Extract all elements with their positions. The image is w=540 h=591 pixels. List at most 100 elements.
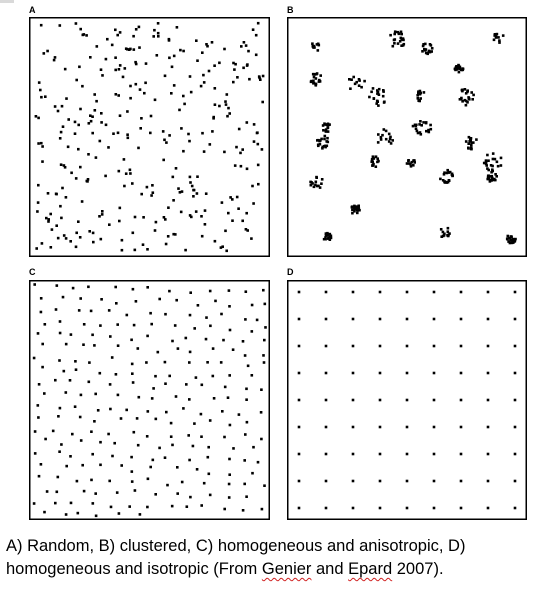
point — [321, 124, 325, 127]
point — [227, 106, 230, 110]
point — [418, 99, 421, 102]
point — [232, 447, 235, 450]
point — [432, 398, 436, 402]
point — [323, 137, 326, 141]
point — [37, 81, 41, 84]
point — [448, 232, 451, 235]
point — [119, 417, 123, 420]
point — [378, 344, 382, 348]
point — [297, 479, 301, 483]
point — [322, 129, 325, 132]
point — [424, 51, 428, 55]
point — [508, 241, 512, 245]
point — [459, 479, 463, 483]
point — [101, 210, 104, 213]
point — [64, 237, 68, 240]
point — [454, 68, 457, 72]
point — [297, 398, 301, 402]
point — [412, 164, 415, 167]
point — [64, 342, 68, 346]
point — [381, 94, 385, 98]
point — [223, 47, 226, 51]
point — [110, 43, 114, 47]
point — [348, 78, 351, 81]
point — [485, 164, 488, 167]
point — [496, 164, 500, 168]
point — [235, 145, 238, 149]
point — [244, 433, 247, 436]
point — [54, 378, 57, 382]
point — [493, 34, 496, 37]
point — [55, 284, 59, 287]
point — [430, 50, 433, 53]
point — [427, 128, 430, 132]
figure-caption: A) Random, B) clustered, C) homogeneous … — [6, 535, 534, 581]
point — [492, 38, 496, 42]
point — [154, 493, 157, 496]
point — [69, 455, 72, 458]
point — [432, 371, 436, 375]
point — [392, 38, 396, 42]
point — [199, 84, 203, 88]
point — [378, 290, 382, 294]
point — [459, 506, 463, 510]
point — [405, 506, 409, 510]
point — [260, 148, 264, 151]
point — [85, 34, 88, 37]
point — [327, 237, 330, 240]
point — [252, 445, 255, 449]
point — [309, 183, 313, 187]
point — [99, 324, 102, 327]
point — [231, 348, 235, 351]
point — [241, 219, 244, 223]
point — [414, 124, 417, 127]
point — [53, 105, 57, 108]
point — [99, 463, 102, 467]
point — [466, 90, 469, 94]
point — [210, 41, 214, 44]
point — [191, 444, 195, 448]
point — [328, 232, 332, 236]
point — [209, 324, 212, 328]
point — [459, 344, 463, 348]
point — [169, 421, 173, 425]
point — [131, 372, 134, 375]
point — [432, 452, 436, 456]
point — [190, 184, 194, 188]
point — [122, 158, 126, 161]
point — [58, 137, 62, 140]
point — [221, 245, 224, 248]
point — [248, 77, 251, 81]
point — [130, 455, 133, 459]
point — [376, 141, 380, 144]
point — [316, 138, 320, 142]
point — [410, 160, 414, 164]
point — [89, 309, 93, 313]
point — [166, 235, 170, 238]
point — [482, 161, 486, 165]
point — [67, 118, 70, 121]
point — [100, 298, 103, 301]
point — [420, 124, 423, 127]
point — [74, 22, 78, 25]
point — [149, 311, 152, 315]
point — [54, 501, 57, 505]
point — [58, 359, 61, 362]
point — [382, 90, 385, 93]
point — [440, 235, 443, 238]
point — [450, 172, 454, 176]
point — [91, 131, 94, 135]
point — [324, 452, 328, 456]
point — [45, 490, 49, 493]
point — [251, 471, 254, 475]
point — [77, 147, 80, 151]
point — [326, 233, 329, 237]
point — [206, 44, 209, 48]
point — [513, 317, 517, 321]
point — [47, 220, 50, 223]
point — [145, 361, 148, 364]
point — [78, 415, 82, 419]
point — [315, 72, 319, 75]
point — [391, 44, 395, 48]
point — [109, 335, 112, 338]
